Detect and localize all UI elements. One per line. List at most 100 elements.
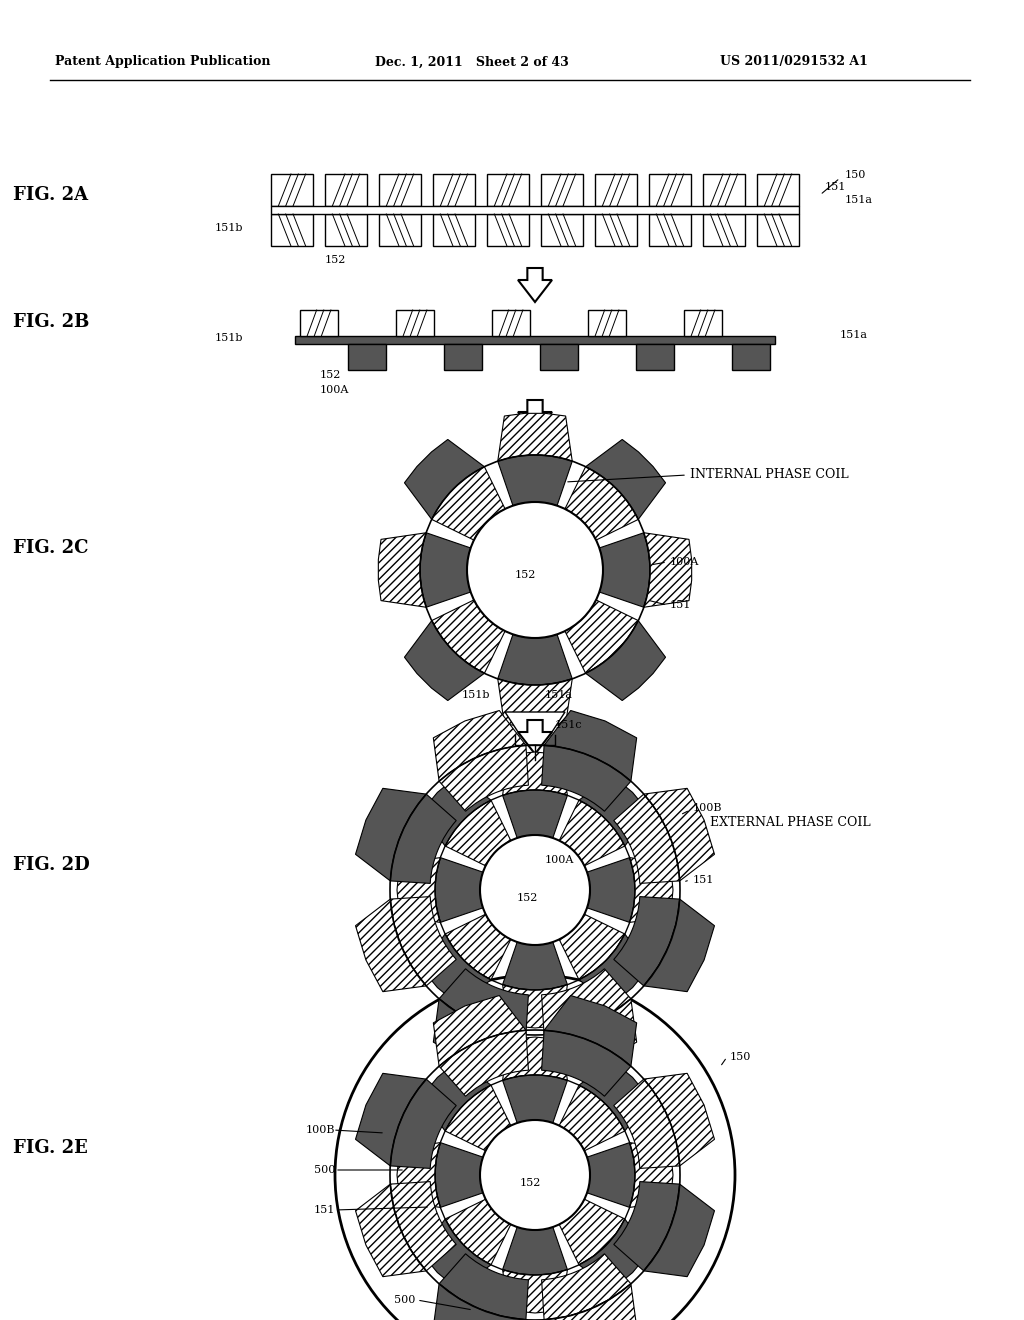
Text: 152: 152 <box>516 894 538 903</box>
Polygon shape <box>420 935 490 1005</box>
Text: 152: 152 <box>514 570 536 579</box>
Text: 151a: 151a <box>545 690 573 700</box>
Polygon shape <box>644 533 691 607</box>
Polygon shape <box>518 719 552 754</box>
Polygon shape <box>586 620 666 701</box>
Text: 500: 500 <box>313 1166 335 1175</box>
Polygon shape <box>433 710 526 781</box>
Text: 100B: 100B <box>693 803 723 813</box>
Wedge shape <box>498 455 572 506</box>
Wedge shape <box>587 1143 635 1208</box>
Bar <box>300 310 338 337</box>
Polygon shape <box>505 711 565 735</box>
Wedge shape <box>542 746 631 812</box>
Wedge shape <box>542 1254 631 1320</box>
Text: 151b: 151b <box>462 690 490 700</box>
Polygon shape <box>503 985 567 1028</box>
Text: 151c: 151c <box>555 719 583 730</box>
Wedge shape <box>390 896 457 986</box>
Bar <box>588 310 626 337</box>
Polygon shape <box>355 899 426 991</box>
Bar <box>444 345 482 370</box>
Polygon shape <box>644 788 715 880</box>
Wedge shape <box>498 635 572 685</box>
Polygon shape <box>420 1218 490 1290</box>
Circle shape <box>467 502 603 638</box>
Wedge shape <box>503 942 567 990</box>
Text: 151a: 151a <box>845 195 873 205</box>
Polygon shape <box>579 775 650 846</box>
Polygon shape <box>420 775 490 846</box>
Text: 500: 500 <box>393 1295 415 1305</box>
Wedge shape <box>503 1228 567 1275</box>
Text: 100A: 100A <box>670 557 699 568</box>
Text: 151: 151 <box>313 1205 335 1214</box>
Text: FIG. 2C: FIG. 2C <box>13 539 88 557</box>
Polygon shape <box>579 1218 650 1290</box>
Text: 151: 151 <box>670 601 691 610</box>
Circle shape <box>335 975 735 1320</box>
Polygon shape <box>544 710 637 781</box>
Wedge shape <box>613 896 680 986</box>
Text: 152: 152 <box>519 1177 541 1188</box>
Text: INTERNAL PHASE COIL: INTERNAL PHASE COIL <box>690 469 849 482</box>
Polygon shape <box>630 1143 673 1208</box>
Wedge shape <box>503 1074 567 1123</box>
Bar <box>541 174 583 206</box>
Polygon shape <box>420 1060 490 1131</box>
Wedge shape <box>432 467 505 540</box>
Text: US 2011/0291532 A1: US 2011/0291532 A1 <box>720 55 868 69</box>
Bar <box>492 310 530 337</box>
Wedge shape <box>565 467 638 540</box>
Bar <box>757 174 799 206</box>
Bar <box>487 174 529 206</box>
Bar <box>649 214 691 246</box>
Wedge shape <box>420 533 471 607</box>
Wedge shape <box>445 915 511 979</box>
Polygon shape <box>518 400 552 434</box>
Text: FIG. 2A: FIG. 2A <box>13 186 88 205</box>
Polygon shape <box>544 995 637 1067</box>
Polygon shape <box>433 1284 526 1320</box>
Polygon shape <box>579 1060 650 1131</box>
Bar <box>379 214 421 246</box>
Polygon shape <box>644 1184 715 1276</box>
Text: 100B: 100B <box>305 1125 335 1135</box>
Wedge shape <box>542 1031 631 1096</box>
Text: 100A: 100A <box>319 385 349 395</box>
Wedge shape <box>439 969 528 1035</box>
Circle shape <box>480 836 590 945</box>
Bar <box>271 214 313 246</box>
Bar <box>348 345 386 370</box>
Text: FIG. 2E: FIG. 2E <box>13 1139 88 1158</box>
Polygon shape <box>498 678 572 727</box>
Wedge shape <box>445 800 511 866</box>
Polygon shape <box>544 999 637 1069</box>
Polygon shape <box>404 620 484 701</box>
Bar <box>295 337 775 345</box>
Wedge shape <box>445 1085 511 1151</box>
Wedge shape <box>445 1199 511 1265</box>
Wedge shape <box>432 599 505 673</box>
Wedge shape <box>435 858 483 923</box>
Bar <box>595 214 637 246</box>
Polygon shape <box>503 1038 567 1080</box>
Polygon shape <box>630 858 673 923</box>
Bar <box>636 345 674 370</box>
Polygon shape <box>355 1073 426 1166</box>
Bar <box>487 214 529 246</box>
Polygon shape <box>355 788 426 880</box>
Text: 152: 152 <box>325 255 346 265</box>
Wedge shape <box>599 533 650 607</box>
Wedge shape <box>559 915 625 979</box>
Polygon shape <box>378 533 426 607</box>
Wedge shape <box>435 1143 483 1208</box>
Bar <box>757 214 799 246</box>
Bar <box>271 206 799 214</box>
Bar <box>433 174 475 206</box>
Bar <box>325 174 367 206</box>
Text: 151: 151 <box>693 875 715 884</box>
Wedge shape <box>613 795 680 883</box>
Polygon shape <box>544 1284 637 1320</box>
Text: 150: 150 <box>730 1052 752 1063</box>
